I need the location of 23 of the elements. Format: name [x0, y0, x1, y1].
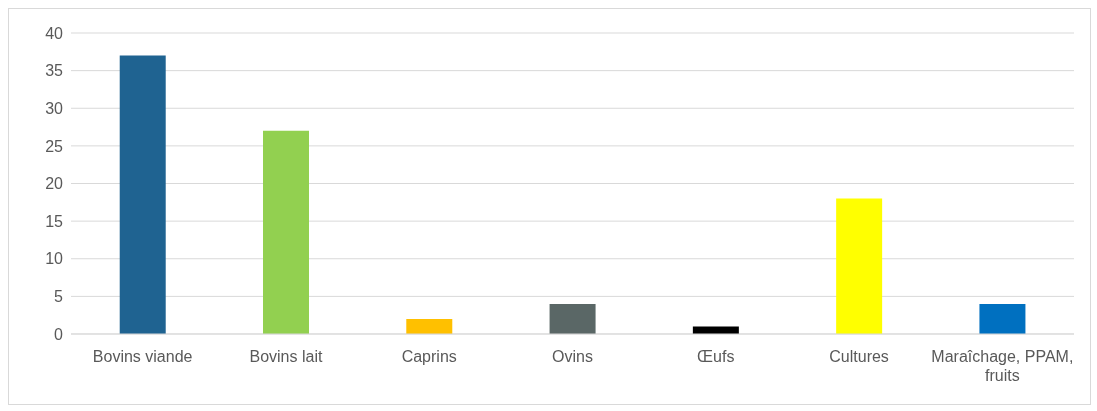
bar	[263, 130, 309, 334]
bar	[692, 326, 739, 334]
y-tick-label: 30	[45, 99, 64, 117]
x-tick-label: Ovins	[552, 348, 593, 365]
x-tick-label: Maraîchage, PPAM, fruits	[931, 348, 1074, 384]
y-tick-label: 15	[45, 212, 64, 230]
x-tick-label: Bovins viande	[92, 348, 193, 365]
x-tick-label: Cultures	[829, 348, 889, 365]
y-tick-label: 40	[45, 24, 64, 42]
y-tick-label: 0	[54, 325, 64, 343]
bar	[119, 55, 166, 334]
bar	[549, 303, 596, 334]
x-tick-label: Œufs	[697, 348, 735, 365]
y-tick-label: 20	[45, 175, 64, 193]
y-tick-label: 35	[45, 62, 64, 80]
y-tick-label: 10	[45, 250, 64, 268]
y-tick-label: 25	[45, 137, 64, 155]
bar	[406, 318, 453, 334]
bar	[836, 198, 883, 334]
x-tick-label: Caprins	[401, 348, 457, 365]
x-tick-label: Bovins lait	[249, 348, 323, 365]
bar	[979, 303, 1026, 334]
y-tick-label: 5	[54, 288, 64, 306]
